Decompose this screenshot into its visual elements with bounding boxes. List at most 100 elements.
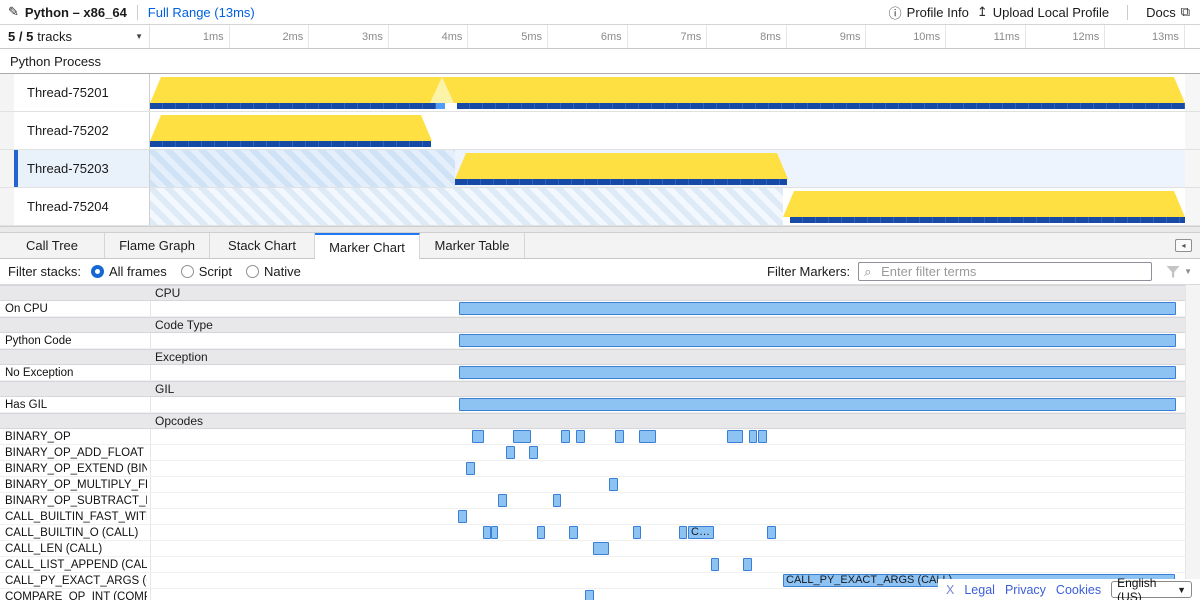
radio-button[interactable]: [180, 265, 194, 278]
footer-link-cookies[interactable]: Cookies: [1055, 582, 1102, 597]
tab-stack-chart[interactable]: Stack Chart: [210, 233, 315, 258]
tab-marker-table[interactable]: Marker Table: [420, 233, 525, 258]
scrollbar-gutter[interactable]: [1185, 285, 1200, 600]
marker[interactable]: C…: [688, 526, 714, 539]
ruler-tick: 3ms: [309, 25, 389, 48]
marker[interactable]: [711, 558, 719, 571]
marker-row-label: BINARY_OP: [5, 431, 71, 443]
marker[interactable]: [513, 430, 531, 443]
marker[interactable]: [749, 430, 757, 443]
ruler-tick: 7ms: [628, 25, 708, 48]
marker[interactable]: [615, 430, 624, 443]
marker[interactable]: [576, 430, 585, 443]
footer-link-legal[interactable]: Legal: [964, 582, 995, 597]
track-selection-indicator: [14, 150, 18, 187]
edit-icon[interactable]: ✎: [8, 4, 19, 19]
radio-option-script[interactable]: Script: [180, 264, 232, 279]
marker[interactable]: [767, 526, 776, 539]
marker[interactable]: [529, 446, 538, 459]
marker[interactable]: [491, 526, 498, 539]
marker[interactable]: [585, 590, 594, 600]
track-activity-graph[interactable]: [150, 74, 1185, 111]
marker-row-label: BINARY_OP_ADD_FLOAT (B…: [5, 447, 147, 459]
track-row[interactable]: Thread-75202: [0, 112, 1200, 150]
marker[interactable]: [727, 430, 743, 443]
marker-filter-input[interactable]: [858, 262, 1153, 281]
close-button[interactable]: X: [946, 582, 955, 597]
thread-marker-strip: [150, 141, 431, 147]
process-header[interactable]: Python Process: [0, 49, 1200, 74]
language-select[interactable]: English (US) ▼: [1111, 576, 1192, 600]
sidebar-toggle-button[interactable]: ◂: [1175, 239, 1192, 252]
radio-button[interactable]: [90, 265, 104, 278]
track-drag-handle[interactable]: [0, 74, 14, 111]
track-row[interactable]: Thread-75203: [0, 150, 1200, 188]
track-label[interactable]: Thread-75201: [18, 74, 150, 111]
marker-row-label: CALL_PY_EXACT_ARGS (C…: [5, 575, 147, 587]
tracks-dropdown[interactable]: 5 / 5 tracks ▼: [0, 25, 150, 48]
profile-info-label: Profile Info: [906, 4, 969, 20]
marker[interactable]: [459, 302, 1176, 315]
tab-call-tree[interactable]: Call Tree: [0, 233, 105, 258]
track-label[interactable]: Thread-75204: [18, 188, 150, 225]
marker[interactable]: [758, 430, 767, 443]
marker[interactable]: [639, 430, 656, 443]
panel-splitter[interactable]: [0, 226, 1200, 233]
track-drag-handle[interactable]: [0, 188, 14, 225]
upload-profile-button[interactable]: ↥ Upload Local Profile: [977, 4, 1109, 20]
marker[interactable]: [569, 526, 578, 539]
tab-marker-chart[interactable]: Marker Chart: [315, 233, 420, 259]
docs-label: Docs: [1146, 4, 1176, 20]
tab-flame-graph[interactable]: Flame Graph: [105, 233, 210, 258]
marker[interactable]: [498, 494, 507, 507]
marker[interactable]: [537, 526, 545, 539]
sidebar-toggle-icon: ◂: [1175, 239, 1192, 252]
marker[interactable]: [466, 462, 475, 475]
thread-marker-strip: [436, 103, 445, 109]
marker[interactable]: [458, 510, 467, 523]
timeline-ruler[interactable]: 1ms 2ms 3ms 4ms 5ms 6ms 7ms 8ms 9ms 10ms 11ms 12ms 1…: [150, 25, 1185, 48]
marker[interactable]: [472, 430, 484, 443]
track-row[interactable]: Thread-75204: [0, 188, 1200, 226]
marker[interactable]: [609, 478, 618, 491]
marker[interactable]: [593, 542, 609, 555]
language-value: English (US): [1117, 575, 1157, 600]
footer-link-privacy[interactable]: Privacy: [1004, 582, 1046, 597]
track-activity-graph[interactable]: [150, 112, 1185, 149]
marker[interactable]: [633, 526, 641, 539]
marker[interactable]: [459, 398, 1176, 411]
marker-filter-menu-button[interactable]: ▼: [1166, 265, 1192, 278]
radio-button[interactable]: [246, 265, 259, 278]
upload-icon: ↥: [976, 4, 988, 19]
track-drag-handle[interactable]: [0, 112, 14, 149]
profile-info-button[interactable]: ⓘ Profile Info: [889, 3, 969, 22]
track-row[interactable]: Thread-75201: [0, 74, 1200, 112]
ruler-tick: 8ms: [707, 25, 787, 48]
marker-row: BINARY_OP_EXTEND (BINA…: [0, 461, 1200, 477]
track-label[interactable]: Thread-75202: [18, 112, 150, 149]
marker[interactable]: [459, 334, 1176, 347]
track-activity-graph[interactable]: [150, 188, 1185, 225]
docs-link[interactable]: Docs ⧉: [1146, 4, 1190, 20]
label-divider: [150, 461, 151, 476]
track-activity-graph[interactable]: [150, 150, 1185, 187]
footer-links: Legal Privacy Cookies: [964, 583, 1101, 597]
track-drag-handle[interactable]: [0, 150, 14, 187]
marker-row-label: CALL_BUILTIN_O (CALL): [5, 527, 139, 539]
marker-group-label: Opcodes: [155, 414, 204, 428]
full-range-link[interactable]: Full Range (13ms): [147, 4, 255, 20]
marker-row: CALL_LEN (CALL): [0, 541, 1200, 557]
marker[interactable]: [459, 366, 1176, 379]
marker[interactable]: [506, 446, 515, 459]
radio-option-all-frames[interactable]: All frames: [90, 264, 167, 279]
marker[interactable]: [679, 526, 687, 539]
marker[interactable]: [553, 494, 561, 507]
activity-fill: [783, 191, 1185, 217]
marker[interactable]: [483, 526, 491, 539]
track-label[interactable]: Thread-75203: [18, 150, 150, 187]
marker[interactable]: [743, 558, 752, 571]
radio-option-native[interactable]: Native: [246, 264, 301, 279]
marker[interactable]: [561, 430, 570, 443]
ruler-tick: 1ms: [150, 25, 230, 48]
marker-group-label: CPU: [155, 286, 181, 300]
